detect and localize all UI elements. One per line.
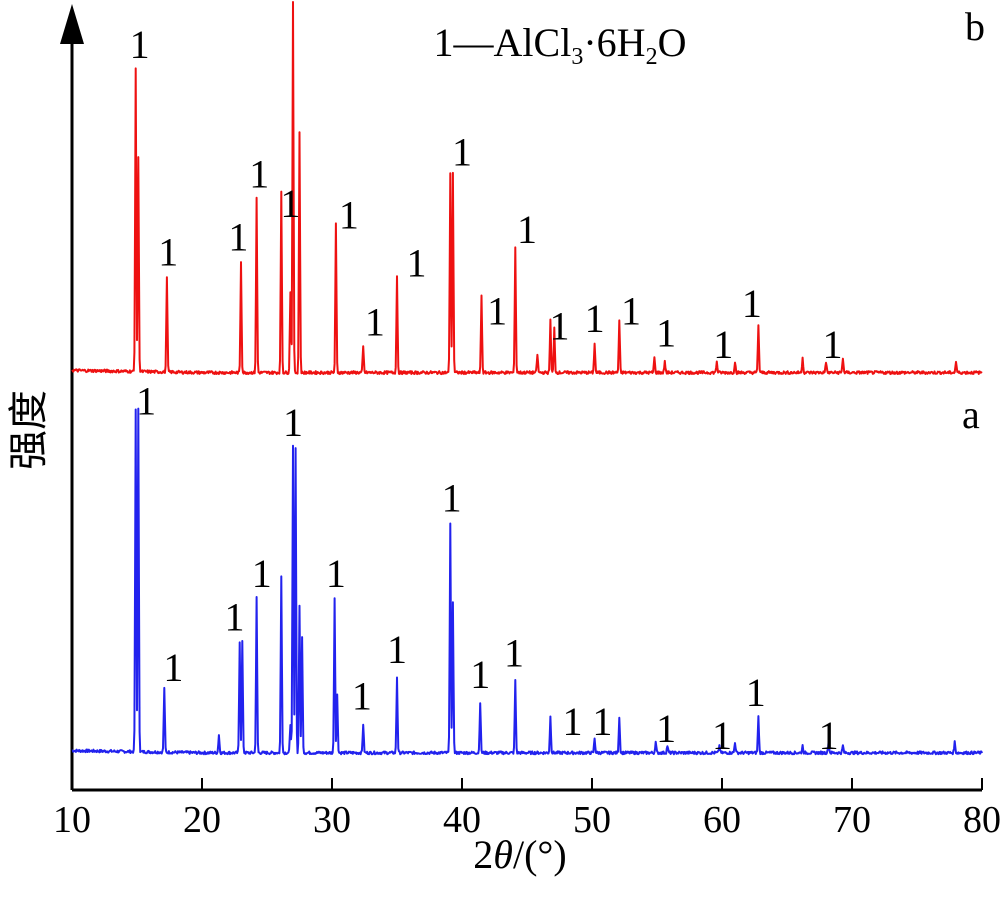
peak-marker-a: 1 — [712, 713, 732, 758]
series-label-b: b — [965, 4, 985, 49]
peak-marker-a: 1 — [163, 645, 183, 690]
peak-marker-b: 1 — [585, 296, 605, 341]
peak-marker-a: 1 — [326, 551, 346, 596]
peak-marker-b: 1 — [452, 129, 472, 174]
series-label-a: a — [962, 392, 980, 437]
peak-marker-a: 1 — [283, 400, 303, 445]
x-tick-label: 60 — [703, 799, 741, 841]
y-axis-arrow — [60, 4, 84, 44]
peak-marker-b: 1 — [713, 322, 733, 367]
peak-marker-a: 1 — [504, 630, 524, 675]
peak-marker-b: 1 — [742, 281, 762, 326]
x-tick-label: 30 — [313, 799, 351, 841]
peak-marker-a: 1 — [442, 476, 462, 521]
peak-marker-a: 1 — [592, 699, 612, 744]
x-tick-label: 40 — [443, 799, 481, 841]
peak-marker-a: 1 — [225, 594, 245, 639]
x-axis-ticks: 10 20 30 40 50 60 70 80 — [53, 778, 1000, 841]
series-layer — [71, 1, 983, 756]
peak-marker-b: 1 — [550, 303, 570, 348]
series-line-a — [71, 407, 983, 756]
peak-marker-b: 1 — [656, 311, 676, 356]
y-axis-label: 强度 — [6, 390, 51, 470]
x-tick-label: 20 — [183, 799, 221, 841]
x-tick-label: 80 — [963, 799, 1000, 841]
x-tick-label: 10 — [53, 799, 91, 841]
series-line-b — [71, 1, 983, 376]
peak-marker-b: 1 — [517, 207, 537, 252]
peak-marker-a: 1 — [352, 674, 372, 719]
peak-marker-b: 1 — [296, 0, 316, 4]
peak-marker-a: 1 — [252, 551, 272, 596]
peak-marker-b: 1 — [158, 229, 178, 274]
x-tick-label: 70 — [833, 799, 871, 841]
peak-marker-a: 1 — [136, 378, 156, 423]
peak-marker-b: 1 — [228, 215, 248, 260]
x-tick-label: 50 — [573, 799, 611, 841]
peak-marker-b: 1 — [365, 300, 385, 345]
peak-marker-a: 1 — [563, 699, 583, 744]
peak-marker-a: 1 — [470, 652, 490, 697]
peak-marker-b: 1 — [339, 192, 359, 237]
peak-marker-b: 1 — [407, 240, 427, 285]
peak-marker-b: 1 — [823, 322, 843, 367]
legend-text: 1—AlCl3·6H2O — [434, 20, 687, 70]
peak-marker-b: 1 — [621, 289, 641, 334]
peak-marker-b: 1 — [280, 181, 300, 226]
x-axis-label: 2θ/(°) — [473, 832, 566, 877]
peak-marker-b: 1 — [487, 289, 507, 334]
peak-marker-a: 1 — [746, 670, 766, 715]
peak-marker-a: 1 — [819, 713, 839, 758]
peak-marker-a: 1 — [387, 627, 407, 672]
peak-marker-a: 1 — [656, 706, 676, 751]
peak-marker-b: 1 — [249, 152, 269, 197]
peak-marker-b: 1 — [130, 22, 150, 67]
